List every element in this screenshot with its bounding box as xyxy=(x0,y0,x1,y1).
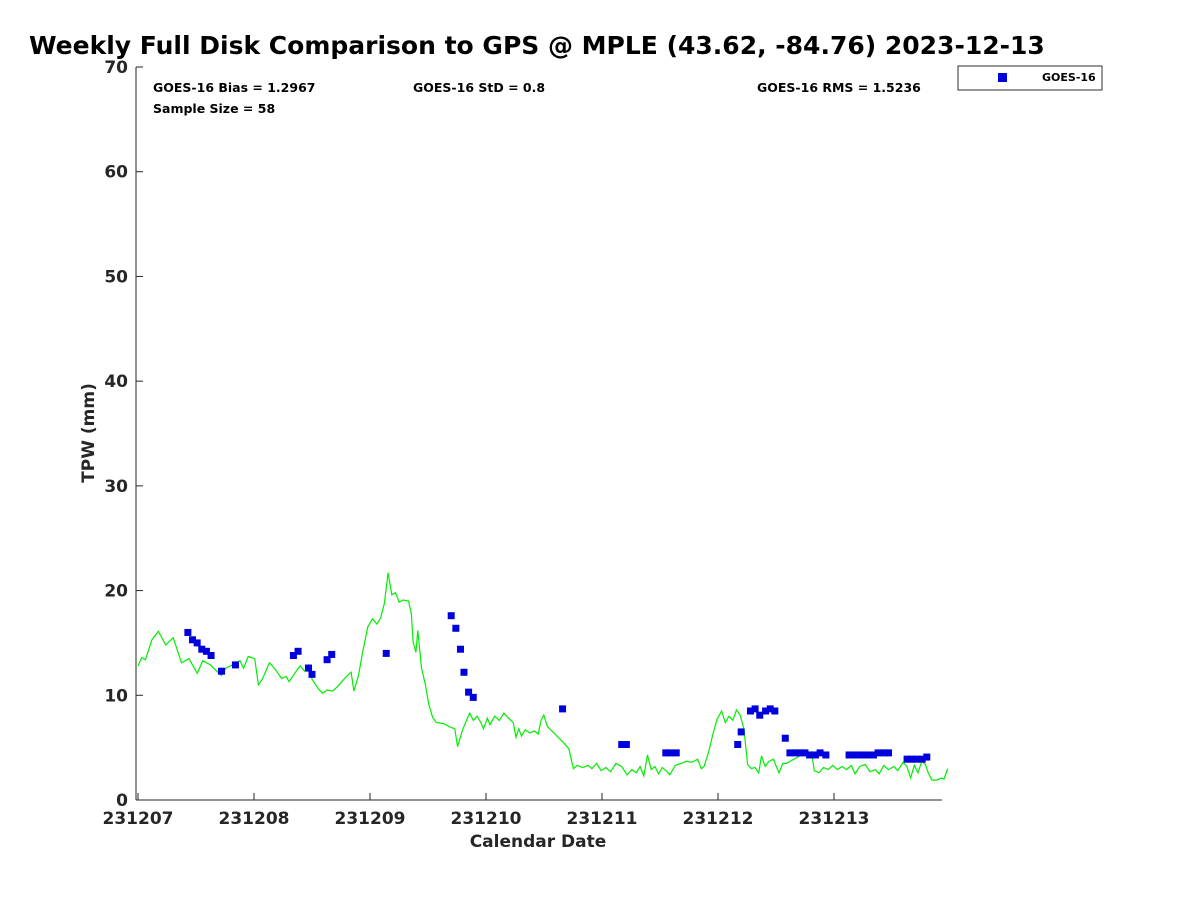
goes-16-point xyxy=(762,707,770,715)
y-tick-label: 30 xyxy=(104,477,128,497)
rms-stat: GOES-16 RMS = 1.5236 xyxy=(757,80,921,95)
goes-16-point xyxy=(756,711,764,719)
goes-16-point xyxy=(189,636,197,644)
goes-16-point xyxy=(382,649,390,657)
goes-16-point xyxy=(865,751,873,759)
x-tick-label: 231210 xyxy=(451,809,522,829)
goes-16-point xyxy=(845,751,853,759)
goes-16-point xyxy=(918,755,926,763)
x-tick-label: 231207 xyxy=(103,809,174,829)
axes xyxy=(135,67,942,801)
legend-label-goes-16: GOES-16 xyxy=(1042,71,1096,84)
x-tick-label: 231213 xyxy=(799,809,870,829)
goes-16-point xyxy=(452,624,460,632)
goes-16-point xyxy=(469,693,477,701)
gps-series-line xyxy=(137,572,949,781)
goes-16-point xyxy=(618,741,626,749)
goes-16-point xyxy=(880,749,888,757)
goes-16-point xyxy=(796,749,804,757)
goes-16-point xyxy=(908,755,916,763)
y-tick-label: 0 xyxy=(116,791,128,811)
goes-16-point xyxy=(231,661,239,669)
goes-16-point xyxy=(662,749,670,757)
goes-16-point xyxy=(923,753,931,761)
y-tick-label: 70 xyxy=(104,58,128,78)
goes-16-point xyxy=(859,751,867,759)
goes-16-point xyxy=(912,755,920,763)
goes-16-point xyxy=(294,647,302,655)
goes-16-point xyxy=(885,749,893,757)
x-axis-label: Calendar Date xyxy=(470,832,607,852)
x-tick-label: 231208 xyxy=(219,809,290,829)
legend-box xyxy=(957,65,1103,91)
goes-16-point xyxy=(751,705,759,713)
goes-16-point xyxy=(559,705,567,713)
goes-16-point xyxy=(822,751,830,759)
goes-16-point xyxy=(207,651,215,659)
goes-16-point xyxy=(456,645,464,653)
goes-16-point xyxy=(184,628,192,636)
goes-16-point xyxy=(202,647,210,655)
x-tick-label: 231211 xyxy=(567,809,638,829)
goes-16-point xyxy=(746,707,754,715)
goes-16-point xyxy=(766,705,774,713)
y-axis-label: TPW (mm) xyxy=(79,383,99,483)
goes-16-point xyxy=(289,651,297,659)
goes-16-point xyxy=(786,749,794,757)
goes-16-point xyxy=(737,728,745,736)
goes-16-point xyxy=(308,670,316,678)
goes-16-point xyxy=(806,751,814,759)
goes-16-point xyxy=(305,664,313,672)
y-tick-label: 40 xyxy=(104,372,128,392)
goes-16-point xyxy=(811,751,819,759)
goes-16-point xyxy=(666,749,674,757)
sample-size-stat: Sample Size = 58 xyxy=(153,101,275,116)
goes-16-point xyxy=(328,650,336,658)
goes-16-point xyxy=(465,688,473,696)
std-stat: GOES-16 StD = 0.8 xyxy=(413,80,545,95)
legend: GOES-16 xyxy=(957,65,1103,91)
goes-16-point xyxy=(771,707,779,715)
goes-16-point xyxy=(874,749,882,757)
goes-16-point xyxy=(198,645,206,653)
goes-16-point xyxy=(734,741,742,749)
y-tick-label: 10 xyxy=(104,686,128,706)
x-tick-label: 231209 xyxy=(335,809,406,829)
goes-16-point xyxy=(816,749,824,757)
goes-16-point xyxy=(781,734,789,742)
y-tick-label: 20 xyxy=(104,582,128,602)
x-tick-label: 231212 xyxy=(683,809,754,829)
goes-16-point xyxy=(323,656,331,664)
goes-16-point xyxy=(193,639,201,647)
goes-16-point xyxy=(672,749,680,757)
goes-16-points xyxy=(184,612,931,763)
goes-16-point xyxy=(218,667,226,675)
chart-title: Weekly Full Disk Comparison to GPS @ MPL… xyxy=(29,31,1045,60)
goes-16-point xyxy=(869,751,877,759)
goes-16-point xyxy=(854,751,862,759)
ticks: 0 10 20 30 40 50 60 70 231207 231208 231209 231210 2… xyxy=(103,58,870,829)
goes-16-point xyxy=(850,751,858,759)
legend-marker xyxy=(998,73,1007,82)
goes-16-point xyxy=(792,749,800,757)
goes-16-point xyxy=(622,741,630,749)
goes-16-point xyxy=(447,612,455,620)
goes-16-point xyxy=(903,755,911,763)
goes-16-point xyxy=(801,749,809,757)
goes-16-point xyxy=(460,668,468,676)
y-tick-label: 50 xyxy=(104,267,128,287)
y-tick-label: 60 xyxy=(104,163,128,183)
bias-stat: GOES-16 Bias = 1.2967 xyxy=(153,80,315,95)
